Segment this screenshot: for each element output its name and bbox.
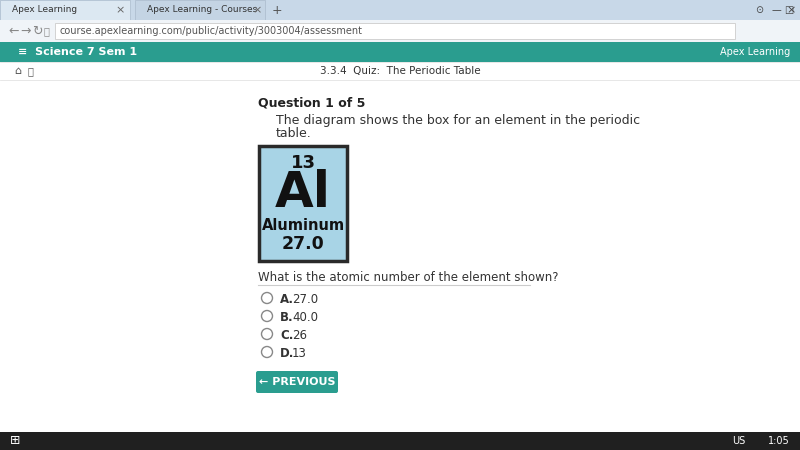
Text: ×: × [115, 5, 125, 15]
Text: Aluminum: Aluminum [262, 218, 345, 233]
Text: B.: B. [280, 311, 294, 324]
Text: 27.0: 27.0 [292, 293, 318, 306]
Text: D.: D. [280, 347, 294, 360]
Text: ← PREVIOUS: ← PREVIOUS [258, 377, 335, 387]
Bar [0, 62, 800, 80]
Text: 13: 13 [292, 347, 307, 360]
Text: 40.0: 40.0 [292, 311, 318, 324]
Text: ↻: ↻ [32, 24, 42, 37]
Text: 🔒: 🔒 [44, 26, 50, 36]
Circle shape [262, 346, 273, 357]
Circle shape [262, 310, 273, 321]
Text: ×: × [786, 5, 796, 15]
Text: A.: A. [280, 293, 294, 306]
Text: 3.3.4  Quiz:  The Periodic Table: 3.3.4 Quiz: The Periodic Table [320, 66, 480, 76]
Bar [0, 432, 800, 450]
Text: The diagram shows the box for an element in the periodic: The diagram shows the box for an element… [276, 114, 640, 127]
Text: 27.0: 27.0 [282, 235, 324, 253]
Text: course.apexlearning.com/public/activity/3003004/assessment: course.apexlearning.com/public/activity/… [60, 26, 363, 36]
Text: ⌂: ⌂ [14, 66, 21, 76]
Text: →: → [20, 24, 30, 37]
Text: 1:05: 1:05 [768, 436, 790, 446]
Text: Question 1 of 5: Question 1 of 5 [258, 97, 366, 110]
Text: ⊙: ⊙ [755, 5, 763, 15]
Bar [135, 0, 265, 20]
Circle shape [262, 328, 273, 339]
FancyBboxPatch shape [256, 371, 338, 393]
Text: ←: ← [8, 24, 18, 37]
Bar [0, 0, 130, 20]
Text: +: + [272, 4, 282, 17]
Text: ×: × [252, 5, 262, 15]
Text: C.: C. [280, 329, 294, 342]
Text: What is the atomic number of the element shown?: What is the atomic number of the element… [258, 271, 558, 284]
Text: ⊞: ⊞ [10, 435, 21, 447]
Text: Apex Learning - Courses: Apex Learning - Courses [147, 5, 258, 14]
Text: Apex Learning: Apex Learning [12, 5, 77, 14]
Bar [0, 20, 800, 42]
Bar [0, 42, 800, 62]
Text: 📋: 📋 [28, 66, 34, 76]
Text: 26: 26 [292, 329, 307, 342]
Text: ≡  Science 7 Sem 1: ≡ Science 7 Sem 1 [18, 47, 137, 57]
Bar [259, 146, 347, 261]
Text: table.: table. [276, 127, 312, 140]
Text: □: □ [784, 5, 794, 15]
Bar [0, 0, 800, 20]
Circle shape [262, 292, 273, 303]
Bar [55, 23, 735, 39]
Text: US: US [732, 436, 745, 446]
Text: Apex Learning: Apex Learning [720, 47, 790, 57]
Text: —: — [772, 5, 782, 15]
Text: Al: Al [275, 169, 331, 217]
Text: 13: 13 [290, 154, 315, 172]
Bar [0, 80, 800, 432]
